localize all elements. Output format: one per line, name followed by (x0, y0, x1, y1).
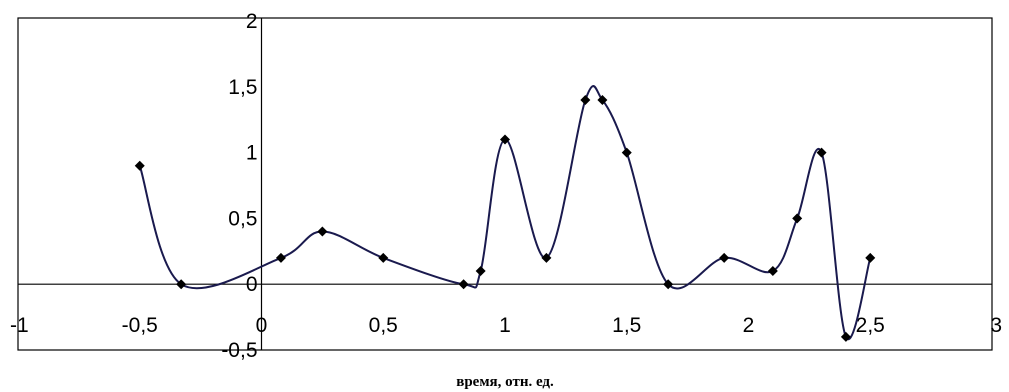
y-tick-label: 2 (246, 10, 258, 33)
data-point (541, 252, 552, 263)
y-tick-label: 0 (246, 273, 258, 296)
x-axis-label: время, отн. ед. (456, 374, 554, 390)
data-point (458, 279, 469, 290)
data-point (500, 134, 510, 145)
data-point (719, 252, 730, 263)
data-point (475, 266, 486, 277)
data-point (816, 147, 827, 158)
y-tick-label: 0,5 (228, 207, 257, 230)
data-point (134, 160, 145, 171)
data-point (865, 252, 876, 263)
series-markers (134, 94, 876, 342)
data-point (792, 213, 803, 224)
data-point (378, 252, 389, 263)
x-tick-label: 1 (499, 314, 511, 337)
x-tick-label: -0,5 (122, 314, 158, 337)
data-point (597, 94, 608, 105)
data-point (621, 147, 632, 158)
data-point (840, 331, 851, 342)
x-tick-label: 0 (256, 314, 268, 337)
data-point (580, 94, 591, 105)
x-tick-label: -1 (10, 314, 29, 337)
data-point (317, 226, 328, 237)
y-tick-label: 1,5 (228, 76, 257, 99)
data-point (767, 266, 778, 277)
x-tick-label: 3 (990, 314, 1002, 337)
x-tick-label: 0,5 (369, 314, 398, 337)
x-tick-labels: -1 -0,5 0 0,5 1 1,5 2 2,5 3 (10, 314, 1002, 337)
x-tick-label: 2 (743, 314, 755, 337)
x-tick-label: 1,5 (612, 314, 641, 337)
data-point (176, 279, 187, 290)
y-tick-labels: -0,5 0 0,5 1 1,5 2 (221, 10, 257, 362)
plot-area-border (17, 17, 993, 351)
x-tick-label: 2,5 (856, 314, 885, 337)
data-point (275, 252, 286, 263)
data-point (663, 279, 674, 290)
y-tick-label: 1 (246, 142, 258, 165)
y-tick-label: -0,5 (221, 339, 257, 362)
